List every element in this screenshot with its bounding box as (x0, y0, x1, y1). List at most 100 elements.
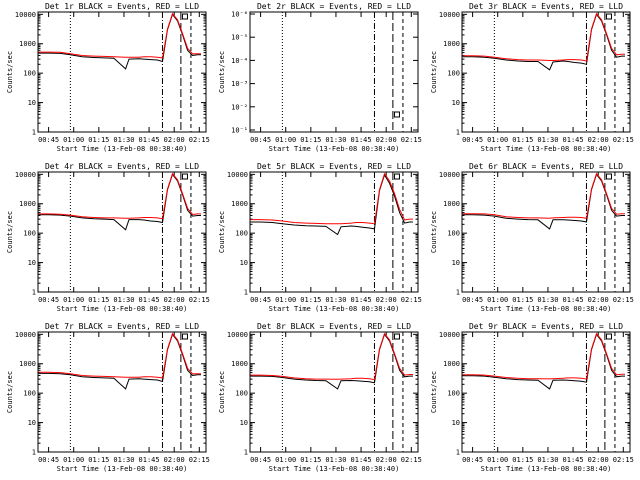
x-tick-label: 02:00 (376, 136, 397, 144)
x-tick-label: 00:45 (250, 296, 271, 304)
x-axis-label: Start Time (13-Feb-08 00:38:40) (481, 145, 612, 153)
marker-box (181, 173, 188, 180)
marker-box (605, 333, 612, 340)
y-axis-label: Counts/sec (430, 51, 438, 93)
panel-title: Det 4r BLACK = Events, RED = LLD (45, 162, 199, 171)
x-tick-label: 01:45 (563, 456, 584, 464)
x-tick-label: 02:15 (401, 456, 422, 464)
panel-det-3: Det 3r BLACK = Events, RED = LLD 1 10 100 10… (430, 2, 634, 153)
x-axis-label: Start Time (13-Feb-08 00:38:40) (269, 465, 400, 473)
x-tick-label: 01:30 (113, 136, 134, 144)
plot-frame (37, 331, 207, 453)
marker-box (393, 333, 400, 340)
y-tick-label: 100 (235, 230, 248, 238)
y-axis-label: Counts/sec (6, 211, 14, 253)
panel-det-7: Det 7r BLACK = Events, RED = LLD 1 10 100 10… (6, 322, 210, 473)
x-tick-label: 00:45 (250, 456, 271, 464)
y-tick-label: 1000 (231, 360, 248, 368)
y-tick-label: 10⁻⁵ (231, 34, 248, 42)
x-tick-label: 01:45 (139, 456, 160, 464)
y-tick-label: 10000 (439, 171, 460, 179)
x-tick-label: 02:15 (401, 136, 422, 144)
x-tick-label: 02:00 (588, 456, 609, 464)
x-tick-label: 01:00 (63, 456, 84, 464)
plot-frame (37, 171, 207, 293)
y-tick-label: 1 (456, 449, 460, 457)
marker-box (393, 111, 400, 118)
y-tick-label: 100 (23, 230, 36, 238)
x-tick-label: 01:00 (275, 456, 296, 464)
x-tick-label: 02:15 (613, 456, 634, 464)
y-axis-label: Counts/sec (6, 371, 14, 413)
y-tick-label: 1 (456, 289, 460, 297)
plot-frame (249, 331, 419, 453)
panel-det-5: Det 5r BLACK = Events, RED = LLD 1 10 100 10… (218, 162, 422, 313)
x-tick-label: 01:30 (325, 296, 346, 304)
x-axis-label: Start Time (13-Feb-08 00:38:40) (57, 145, 188, 153)
y-tick-label: 10⁻⁴ (231, 57, 248, 65)
y-tick-label: 10000 (227, 331, 248, 339)
x-tick-label: 00:45 (250, 136, 271, 144)
series-lld-line (462, 332, 625, 380)
x-tick-label: 01:30 (113, 456, 134, 464)
y-axis-label: Counts/sec (430, 371, 438, 413)
marker-box (605, 13, 612, 20)
marker-box (605, 173, 612, 180)
x-tick-label: 01:30 (537, 136, 558, 144)
x-tick-label: 01:45 (351, 456, 372, 464)
y-tick-label: 10000 (439, 331, 460, 339)
x-axis-label: Start Time (13-Feb-08 00:38:40) (57, 465, 188, 473)
y-tick-label: 1000 (19, 360, 36, 368)
y-tick-label: 1 (32, 289, 36, 297)
x-tick-label: 01:15 (300, 296, 321, 304)
x-tick-label: 01:00 (487, 296, 508, 304)
x-tick-label: 02:00 (588, 296, 609, 304)
y-tick-label: 10 (452, 99, 460, 107)
panel-det-8: Det 8r BLACK = Events, RED = LLD 1 10 100 10… (218, 322, 422, 473)
series-lld-line (38, 172, 201, 220)
y-tick-label: 1000 (443, 40, 460, 48)
series-lld-line (250, 172, 413, 225)
x-tick-label: 01:15 (88, 136, 109, 144)
y-tick-label: 10000 (15, 171, 36, 179)
x-tick-label: 02:00 (164, 136, 185, 144)
y-tick-label: 1 (244, 289, 248, 297)
plot-frame (249, 171, 419, 293)
y-axis-label: Counts/sec (218, 211, 226, 253)
marker-box (181, 13, 188, 20)
x-tick-label: 01:15 (512, 296, 533, 304)
x-tick-label: 01:30 (537, 456, 558, 464)
y-tick-label: 10000 (15, 331, 36, 339)
x-tick-label: 01:15 (88, 456, 109, 464)
x-tick-label: 01:45 (563, 296, 584, 304)
x-tick-label: 01:00 (487, 136, 508, 144)
y-tick-label: 1000 (19, 40, 36, 48)
x-axis-label: Start Time (13-Feb-08 00:38:40) (481, 465, 612, 473)
y-tick-label: 10 (452, 259, 460, 267)
x-tick-label: 02:15 (613, 296, 634, 304)
y-tick-label: 10 (452, 419, 460, 427)
x-tick-label: 01:45 (351, 296, 372, 304)
y-axis-label: Counts/sec (218, 51, 226, 93)
y-tick-label: 1 (456, 129, 460, 137)
y-tick-label: 100 (447, 70, 460, 78)
y-tick-label: 10 (28, 419, 36, 427)
series-events-line (250, 173, 413, 236)
y-tick-label: 100 (447, 390, 460, 398)
y-tick-label: 10000 (439, 11, 460, 19)
x-tick-label: 01:45 (351, 136, 372, 144)
y-tick-label: 10 (240, 259, 248, 267)
x-tick-label: 00:45 (38, 136, 59, 144)
x-tick-label: 01:00 (63, 136, 84, 144)
y-tick-label: 100 (447, 230, 460, 238)
x-axis-label: Start Time (13-Feb-08 00:38:40) (269, 145, 400, 153)
x-tick-label: 00:45 (462, 296, 483, 304)
x-axis-label: Start Time (13-Feb-08 00:38:40) (269, 305, 400, 313)
x-tick-label: 01:15 (300, 456, 321, 464)
marker-box (393, 173, 400, 180)
marker-box (181, 333, 188, 340)
y-tick-label: 1000 (231, 200, 248, 208)
x-tick-label: 02:00 (588, 136, 609, 144)
x-tick-label: 02:15 (189, 136, 210, 144)
y-tick-label: 10 (28, 99, 36, 107)
